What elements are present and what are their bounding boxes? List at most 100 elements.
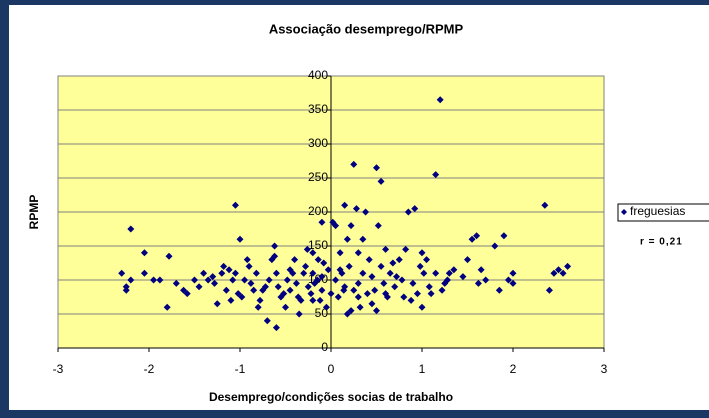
point [283, 276, 291, 284]
y-tick-label: 400 [308, 68, 328, 82]
point [341, 201, 349, 209]
point [191, 276, 198, 284]
point [374, 222, 382, 230]
point [371, 286, 379, 294]
point [343, 235, 351, 243]
x-tick-label: -3 [53, 362, 64, 376]
point [261, 283, 269, 291]
point [247, 279, 255, 287]
point [165, 252, 173, 260]
point [336, 266, 344, 274]
point [254, 303, 262, 311]
point [291, 256, 299, 264]
point [218, 269, 226, 277]
point [211, 279, 219, 287]
point [373, 164, 380, 172]
point [362, 208, 370, 216]
point [295, 310, 303, 318]
point [303, 245, 311, 253]
point [404, 208, 412, 216]
point [386, 269, 394, 277]
chart-title: Associação desemprego/RPMP [269, 21, 464, 36]
point [509, 269, 517, 277]
point [250, 286, 258, 294]
point [377, 177, 385, 185]
point [245, 262, 253, 270]
point [445, 269, 453, 277]
point [140, 269, 148, 277]
point [271, 242, 279, 250]
point [352, 205, 360, 213]
point [473, 232, 481, 240]
point [309, 249, 317, 257]
point [365, 256, 373, 264]
point [163, 303, 171, 311]
point [347, 222, 355, 230]
point [225, 266, 233, 274]
point [183, 290, 191, 298]
y-tick-label: 50 [315, 306, 329, 320]
point [227, 296, 235, 304]
point [286, 286, 294, 294]
legend-label: freguesias [630, 204, 685, 218]
point [314, 256, 322, 264]
point [368, 273, 376, 281]
point [459, 273, 467, 281]
point [545, 286, 553, 294]
point [318, 273, 326, 281]
point [468, 235, 476, 243]
point [204, 276, 212, 284]
point [373, 307, 380, 315]
point [347, 307, 355, 315]
y-tick-label: 250 [308, 170, 328, 184]
point [423, 256, 431, 264]
point [343, 310, 351, 318]
x-tick-label: 1 [419, 362, 426, 376]
point [541, 201, 549, 209]
y-axis-label: RPMP [27, 195, 41, 230]
point [222, 286, 230, 294]
legend [617, 203, 709, 222]
point [280, 290, 288, 298]
point [345, 262, 353, 270]
point [309, 296, 317, 304]
point [241, 276, 249, 284]
point [316, 296, 324, 304]
point [200, 269, 208, 277]
point [393, 273, 401, 281]
point [282, 303, 289, 311]
point [243, 256, 251, 264]
point [127, 225, 135, 233]
point [150, 276, 158, 284]
point [491, 242, 499, 250]
point [307, 290, 315, 298]
point [555, 266, 562, 274]
point [443, 276, 451, 284]
point [297, 296, 305, 304]
point [363, 290, 371, 298]
point [356, 303, 364, 311]
point [272, 269, 280, 277]
point [231, 269, 239, 277]
point [252, 269, 260, 277]
point [318, 286, 326, 294]
point [234, 290, 242, 298]
point [400, 293, 408, 301]
point [332, 222, 340, 230]
point [180, 286, 188, 294]
point [504, 276, 512, 284]
point [341, 283, 349, 291]
point [313, 276, 321, 284]
point [382, 290, 390, 298]
y-tick-label: 300 [308, 136, 328, 150]
point [272, 324, 280, 332]
point [420, 269, 428, 277]
point [377, 262, 385, 270]
point [302, 262, 310, 270]
point [195, 283, 203, 291]
point [172, 279, 180, 287]
point [413, 290, 421, 298]
point [127, 276, 135, 284]
point [559, 269, 567, 277]
